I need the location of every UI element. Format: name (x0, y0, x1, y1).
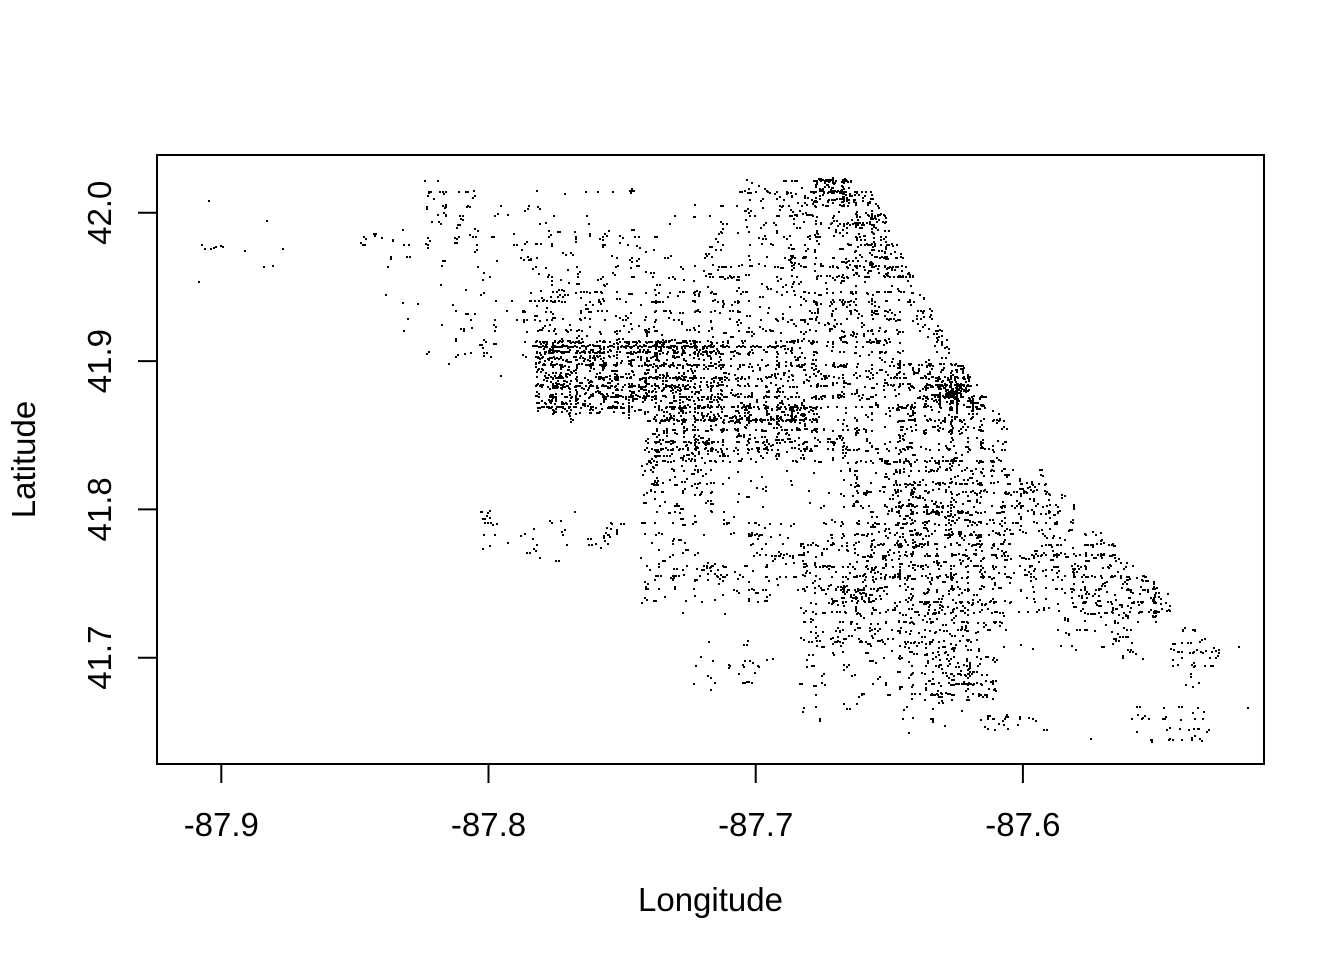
svg-text:Latitude: Latitude (5, 401, 42, 518)
svg-text:-87.6: -87.6 (985, 806, 1060, 843)
svg-text:41.8: 41.8 (81, 477, 118, 541)
svg-text:-87.9: -87.9 (184, 806, 259, 843)
svg-text:41.7: 41.7 (81, 626, 118, 690)
svg-text:42.0: 42.0 (81, 181, 118, 245)
svg-text:41.9: 41.9 (81, 329, 118, 393)
svg-text:-87.8: -87.8 (451, 806, 526, 843)
svg-text:Longitude: Longitude (638, 881, 783, 918)
svg-text:-87.7: -87.7 (718, 806, 793, 843)
